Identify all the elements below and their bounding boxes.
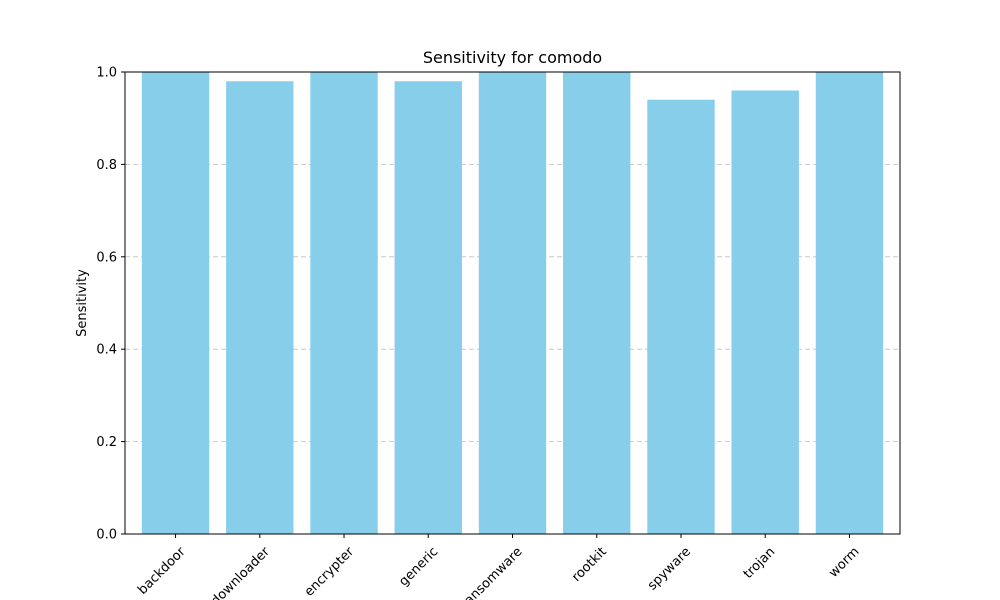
- bar-generic: [394, 81, 462, 535]
- x-tick-label-backdoor: backdoor: [135, 544, 189, 598]
- y-tick-label: 0.4: [96, 343, 117, 358]
- bar-trojan: [731, 90, 799, 534]
- bar-ransomware: [478, 72, 547, 534]
- bar-spyware: [647, 99, 715, 534]
- y-axis-label: Sensitivity: [75, 269, 90, 337]
- y-tick-label: 0.6: [96, 250, 117, 265]
- y-tick-label: 0.2: [96, 435, 117, 450]
- x-axis-ticks: backdoor downloader encrypter generic ransom…: [135, 534, 863, 600]
- x-tick-label-spyware: spyware: [645, 544, 694, 593]
- y-axis-ticks: 0.0 0.2 0.4 0.6 0.8 1.0: [96, 66, 125, 543]
- bar-encrypter: [310, 72, 378, 534]
- bar-backdoor: [141, 72, 210, 534]
- bar-rootkit: [563, 72, 631, 534]
- x-tick-label-rootkit: rootkit: [569, 544, 610, 585]
- chart-title: Sensitivity for comodo: [423, 48, 602, 67]
- bars: [141, 72, 884, 535]
- y-tick-label: 0.0: [96, 528, 117, 543]
- x-tick-label-downloader: downloader: [208, 544, 273, 600]
- x-tick-label-ransomware: ransomware: [458, 544, 526, 600]
- y-tick-label: 0.8: [96, 158, 117, 173]
- x-tick-label-trojan: trojan: [741, 544, 778, 581]
- bar-worm: [815, 72, 884, 534]
- y-tick-label: 1.0: [96, 66, 117, 81]
- x-tick-label-generic: generic: [396, 544, 441, 589]
- bar-downloader: [226, 81, 294, 535]
- x-tick-label-worm: worm: [826, 544, 862, 580]
- x-tick-label-encrypter: encrypter: [302, 544, 358, 600]
